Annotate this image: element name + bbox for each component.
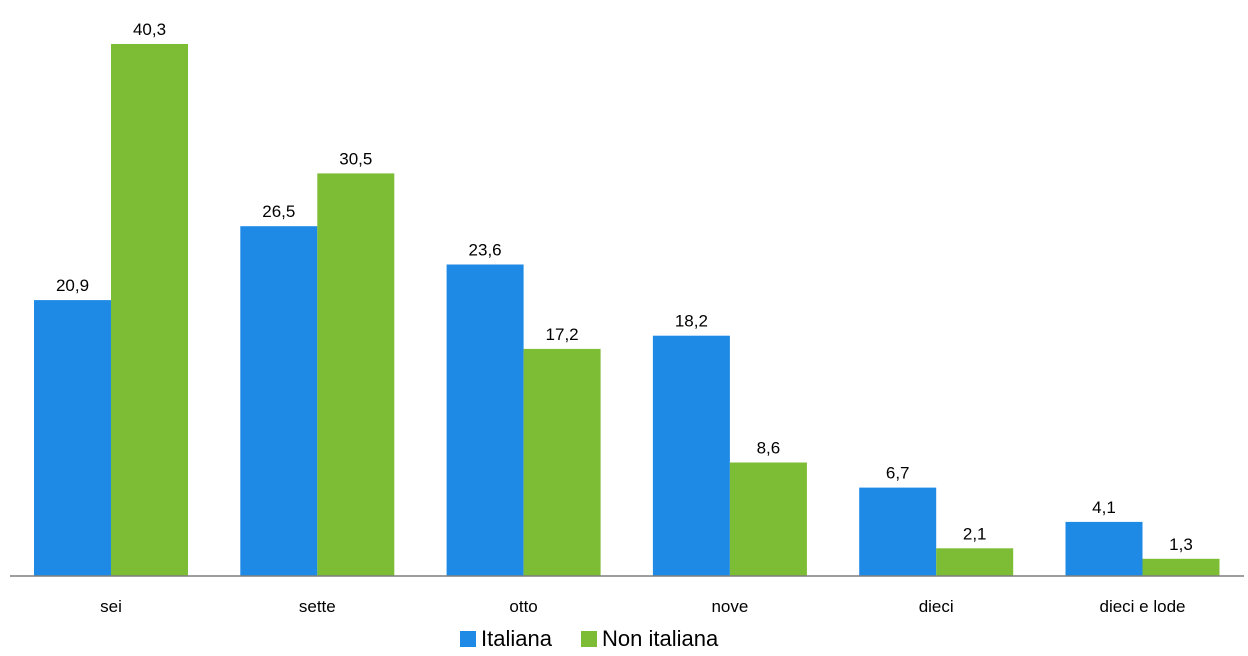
data-label-non-italiana-5: 1,3: [1169, 535, 1193, 554]
bar-non-italiana-3: [729, 462, 807, 576]
bar-italiana-3: [652, 335, 730, 576]
bar-non-italiana-5: [1142, 558, 1220, 576]
category-label-0: sei: [100, 597, 122, 616]
data-label-italiana-2: 23,6: [469, 241, 502, 260]
bars-layer: [34, 44, 1220, 576]
bar-italiana-5: [1065, 521, 1143, 576]
legend: Italiana Non italiana: [460, 626, 719, 651]
data-label-italiana-0: 20,9: [56, 276, 89, 295]
bar-italiana-2: [446, 264, 524, 576]
category-labels-layer: sei sette otto nove dieci dieci e lode: [100, 597, 1185, 616]
data-label-non-italiana-4: 2,1: [963, 524, 987, 543]
bar-non-italiana-4: [936, 548, 1014, 576]
legend-label-italiana: Italiana: [481, 626, 553, 651]
data-label-italiana-3: 18,2: [675, 312, 708, 331]
bar-non-italiana-0: [111, 44, 188, 576]
bar-italiana-4: [859, 487, 937, 576]
bar-non-italiana-1: [317, 173, 395, 576]
data-label-italiana-5: 4,1: [1092, 498, 1116, 517]
legend-label-non-italiana: Non italiana: [602, 626, 719, 651]
data-label-italiana-4: 6,7: [886, 464, 910, 483]
data-label-non-italiana-0: 40,3: [133, 20, 166, 39]
bar-non-italiana-2: [523, 348, 601, 576]
bar-italiana-0: [34, 300, 111, 576]
category-label-1: sette: [299, 597, 336, 616]
data-label-italiana-1: 26,5: [262, 202, 295, 221]
category-label-3: nove: [711, 597, 748, 616]
data-labels-layer: 20,9 40,3 26,5 30,5 23,6 17,2 18,2 8,6 6,7 2,1 4,1…: [56, 20, 1193, 554]
data-label-non-italiana-1: 30,5: [339, 149, 372, 168]
data-label-non-italiana-2: 17,2: [546, 325, 579, 344]
category-label-2: otto: [509, 597, 537, 616]
bar-italiana-1: [240, 226, 318, 576]
data-label-non-italiana-3: 8,6: [757, 439, 781, 458]
legend-swatch-italiana: [460, 631, 476, 647]
category-label-5: dieci e lode: [1099, 597, 1185, 616]
category-label-4: dieci: [919, 597, 954, 616]
legend-swatch-non-italiana: [581, 631, 597, 647]
